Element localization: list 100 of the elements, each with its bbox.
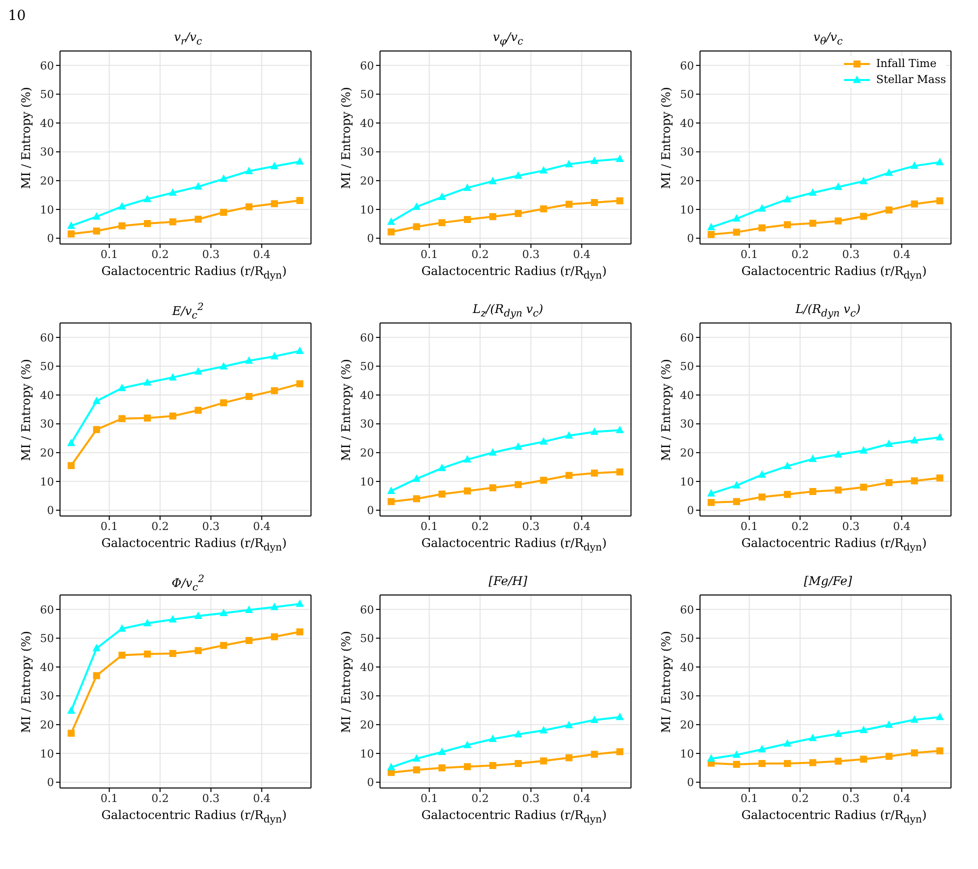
y-tick-label: 50 (360, 360, 374, 374)
y-tick-label: 40 (360, 116, 374, 130)
point (758, 470, 766, 478)
point (540, 757, 548, 764)
point (808, 188, 817, 196)
point (590, 470, 598, 477)
point (590, 156, 598, 164)
point (936, 432, 944, 440)
y-tick-label: 20 (680, 446, 694, 460)
point (220, 174, 228, 182)
x-axis-title: Galactocentric Radius (r/R$_{dyn}$) (420, 264, 608, 282)
y-tick-label: 0 (47, 776, 54, 790)
point (809, 220, 816, 227)
y-tick-label: 50 (360, 88, 374, 102)
point (270, 602, 278, 610)
point (246, 203, 253, 210)
point (590, 716, 598, 724)
y-tick-label: 10 (40, 203, 54, 216)
point (412, 474, 421, 482)
y-tick-label: 40 (40, 388, 54, 402)
point (732, 214, 741, 222)
chart-title: [Mg/Fe] (802, 574, 854, 590)
y-tick-label: 20 (680, 718, 694, 732)
y-tick-label: 50 (40, 360, 54, 374)
point (834, 182, 842, 190)
point (783, 462, 792, 470)
y-tick-label: 30 (360, 690, 374, 703)
point (910, 161, 918, 169)
point (707, 754, 716, 762)
y-tick-label: 30 (680, 418, 694, 431)
y-tick-label: 20 (360, 718, 374, 732)
point (834, 217, 842, 224)
point (910, 200, 918, 208)
point (118, 415, 126, 422)
x-tick-label: 0.3 (202, 248, 220, 261)
y-tick-label: 30 (680, 146, 694, 159)
point (463, 183, 472, 191)
point (590, 750, 598, 758)
point (144, 414, 151, 422)
point (707, 489, 716, 497)
x-tick-label: 0.4 (252, 248, 270, 261)
x-tick-label: 0.2 (471, 792, 489, 805)
point (67, 221, 76, 229)
x-axis-title: Galactocentric Radius (r/R$_{dyn}$) (740, 264, 928, 282)
point (514, 442, 522, 450)
point (733, 760, 740, 768)
point (488, 176, 497, 184)
point (488, 448, 497, 456)
point (67, 706, 76, 714)
x-tick-label: 0.2 (471, 520, 489, 533)
point (194, 182, 202, 190)
x-tick-label: 0.3 (202, 520, 220, 533)
point (809, 759, 816, 766)
point (438, 764, 446, 772)
x-tick-label: 0.3 (842, 248, 860, 261)
point (169, 218, 176, 226)
point (387, 217, 396, 225)
point (784, 490, 791, 498)
y-tick-label: 60 (680, 59, 694, 72)
point (388, 228, 395, 236)
x-tick-label: 0.1 (100, 792, 118, 805)
y-tick-label: 10 (680, 475, 694, 488)
point (168, 372, 177, 380)
point (220, 399, 228, 406)
y-tick-label: 60 (680, 603, 694, 616)
point (67, 438, 76, 446)
point (296, 157, 304, 165)
y-tick-label: 40 (360, 660, 374, 674)
y-tick-label: 30 (40, 418, 54, 431)
point (438, 490, 446, 498)
point (540, 476, 548, 484)
y-tick-label: 40 (40, 660, 54, 674)
point (565, 431, 574, 439)
y-tick-label: 20 (40, 718, 54, 732)
point (885, 720, 894, 728)
point (220, 608, 228, 616)
y-tick-label: 20 (680, 174, 694, 188)
point (438, 747, 446, 755)
y-tick-label: 30 (40, 146, 54, 159)
y-tick-label: 50 (680, 360, 694, 374)
point (936, 197, 944, 204)
y-tick-label: 30 (680, 690, 694, 703)
point (565, 160, 574, 168)
point (733, 498, 740, 506)
point (540, 726, 548, 734)
x-tick-label: 0.4 (252, 792, 270, 805)
y-tick-label: 40 (40, 116, 54, 130)
x-axis-title: Galactocentric Radius (r/R$_{dyn}$) (740, 536, 928, 554)
point (92, 644, 101, 652)
point (463, 455, 472, 463)
point (388, 498, 395, 506)
point (245, 166, 254, 174)
point (413, 495, 420, 502)
point (270, 633, 278, 640)
point (245, 605, 254, 613)
point (808, 454, 817, 462)
y-tick-label: 20 (360, 174, 374, 188)
chart-title: v$_{φ}$/v$_{c}$ (492, 30, 524, 48)
point (758, 744, 766, 752)
x-tick-label: 0.4 (892, 792, 910, 805)
